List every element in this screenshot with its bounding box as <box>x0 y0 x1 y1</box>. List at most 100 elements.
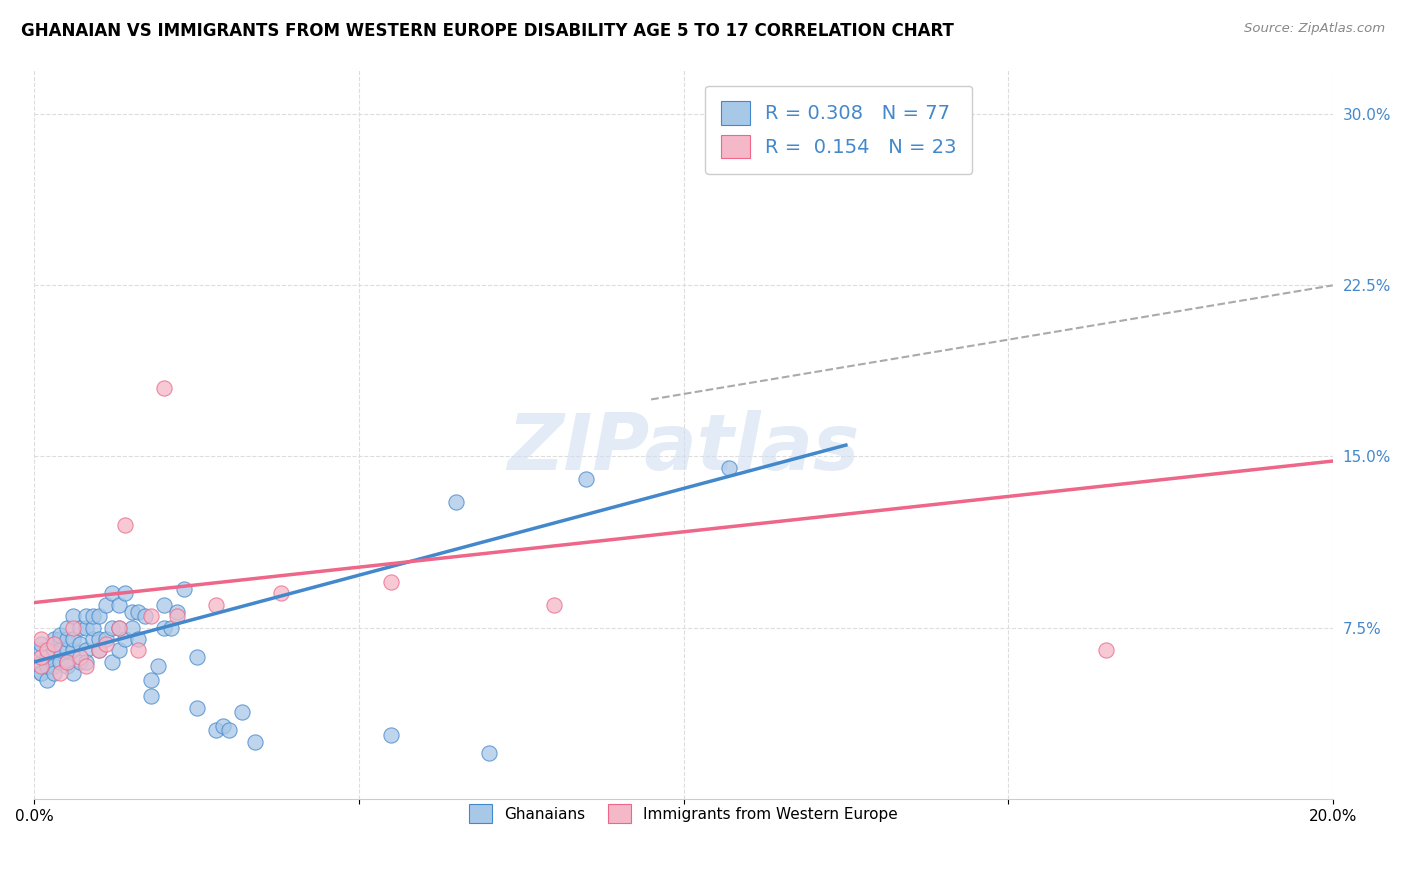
Text: ZIPatlas: ZIPatlas <box>508 410 859 486</box>
Point <box>75 659 97 673</box>
Point <box>718 461 741 475</box>
Point <box>270 586 292 600</box>
Point <box>205 598 228 612</box>
Point <box>62 666 84 681</box>
Point <box>56 632 79 646</box>
Point <box>380 574 402 589</box>
Point <box>37 659 59 673</box>
Point <box>82 609 104 624</box>
Point <box>218 723 240 738</box>
Point <box>89 643 111 657</box>
Point <box>30 655 52 669</box>
Point <box>30 666 52 681</box>
Point <box>141 673 163 688</box>
Point <box>37 643 59 657</box>
Point <box>107 621 129 635</box>
Point <box>30 650 52 665</box>
Point <box>75 621 97 635</box>
Point <box>114 518 136 533</box>
Point <box>803 119 825 133</box>
Point <box>127 643 149 657</box>
Point <box>89 643 111 657</box>
Point <box>166 609 188 624</box>
Point <box>30 659 52 673</box>
Point <box>380 728 402 742</box>
Point <box>127 632 149 646</box>
Point <box>107 643 129 657</box>
Point <box>75 643 97 657</box>
Point <box>159 621 181 635</box>
Point <box>30 637 52 651</box>
Point <box>101 586 124 600</box>
Point <box>56 643 79 657</box>
Point <box>75 609 97 624</box>
Point <box>75 655 97 669</box>
Point <box>30 666 52 681</box>
Point <box>37 655 59 669</box>
Point <box>56 659 79 673</box>
Point <box>153 621 176 635</box>
Point <box>42 643 65 657</box>
Point <box>37 673 59 688</box>
Point <box>82 632 104 646</box>
Point <box>69 637 91 651</box>
Point <box>62 632 84 646</box>
Point <box>186 650 208 665</box>
Point <box>141 609 163 624</box>
Point <box>231 705 253 719</box>
Point <box>146 659 169 673</box>
Point <box>37 650 59 665</box>
Point <box>141 689 163 703</box>
Point <box>478 746 501 760</box>
Point <box>94 632 117 646</box>
Point <box>543 598 565 612</box>
Point <box>49 643 72 657</box>
Point <box>56 655 79 669</box>
Point <box>107 621 129 635</box>
Point <box>30 643 52 657</box>
Point <box>56 655 79 669</box>
Text: Source: ZipAtlas.com: Source: ZipAtlas.com <box>1244 22 1385 36</box>
Point <box>101 655 124 669</box>
Point <box>575 472 598 486</box>
Point <box>243 735 266 749</box>
Point <box>173 582 195 596</box>
Legend: Ghanaians, Immigrants from Western Europe: Ghanaians, Immigrants from Western Europ… <box>457 792 910 835</box>
Point <box>134 609 156 624</box>
Point <box>166 605 188 619</box>
Point <box>94 637 117 651</box>
Point <box>205 723 228 738</box>
Point <box>153 598 176 612</box>
Point <box>62 621 84 635</box>
Point <box>89 609 111 624</box>
Point <box>69 621 91 635</box>
Point <box>153 381 176 395</box>
Point <box>49 655 72 669</box>
Point <box>114 632 136 646</box>
Point <box>114 586 136 600</box>
Point <box>101 621 124 635</box>
Point <box>42 632 65 646</box>
Point <box>42 637 65 651</box>
Point <box>69 650 91 665</box>
Point <box>42 666 65 681</box>
Point <box>94 598 117 612</box>
Point <box>49 666 72 681</box>
Point <box>42 637 65 651</box>
Point <box>446 495 468 509</box>
Point <box>42 659 65 673</box>
Point <box>62 643 84 657</box>
Point <box>1094 643 1116 657</box>
Point <box>186 700 208 714</box>
Point <box>82 621 104 635</box>
Point <box>121 605 143 619</box>
Point <box>107 598 129 612</box>
Point <box>49 632 72 646</box>
Point <box>49 627 72 641</box>
Point <box>62 609 84 624</box>
Point <box>127 605 149 619</box>
Point <box>30 632 52 646</box>
Point <box>89 632 111 646</box>
Point <box>56 621 79 635</box>
Point <box>211 719 233 733</box>
